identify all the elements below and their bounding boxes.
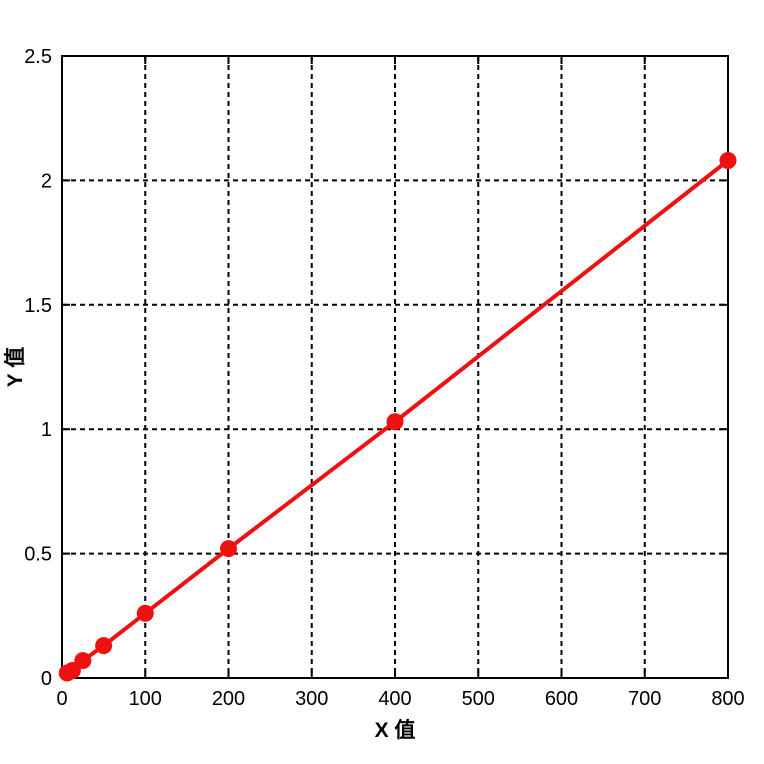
y-tick-label: 1	[41, 419, 52, 441]
data-point-marker	[719, 151, 737, 169]
data-point-marker	[74, 652, 92, 670]
y-tick-label: 1.5	[24, 295, 52, 317]
y-tick-label: 0	[41, 668, 52, 690]
y-axis-label: Y 值	[3, 347, 27, 387]
x-tick-label: 500	[462, 688, 495, 710]
data-point-marker	[136, 604, 154, 622]
y-tick-label: 2	[41, 170, 52, 192]
tick-label-layer: 0 100 200 300 400 500 600 700 800 0 0.5 1 1.5 2 2.5	[24, 46, 745, 710]
x-tick-label: 700	[628, 688, 661, 710]
y-tick-label: 2.5	[24, 46, 52, 68]
tick-layer	[61, 55, 729, 679]
data-point-marker	[95, 637, 113, 655]
y-tick-label: 0.5	[24, 544, 52, 566]
data-point-marker	[386, 413, 404, 431]
x-tick-label: 0	[56, 688, 67, 710]
data-series-layer	[58, 151, 737, 682]
x-tick-label: 600	[545, 688, 578, 710]
x-axis-label: X 值	[375, 718, 416, 742]
grid-layer	[62, 56, 728, 678]
x-tick-label: 400	[378, 688, 411, 710]
x-tick-label: 300	[295, 688, 328, 710]
x-tick-label: 800	[711, 688, 744, 710]
data-point-marker	[220, 540, 237, 558]
x-tick-label: 200	[212, 688, 245, 710]
x-tick-label: 100	[129, 688, 162, 710]
